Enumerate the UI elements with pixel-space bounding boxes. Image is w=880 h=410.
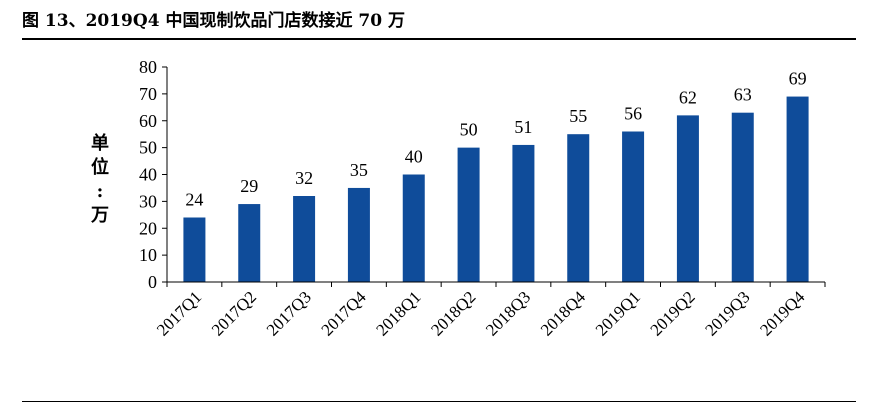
data-label-2018Q3: 51 (514, 117, 532, 137)
title-rule (22, 38, 856, 40)
bottom-rule (22, 401, 856, 402)
x-tick-label-2017Q1: 2017Q1 (153, 287, 205, 339)
data-labels: 24 29 32 35 40 50 51 55 56 62 63 69 (185, 69, 806, 210)
y-tick-label: 10 (139, 245, 157, 265)
y-axis-label-char: 位 (91, 156, 109, 178)
data-label-2019Q1: 56 (624, 104, 642, 124)
x-tick-label-2018Q4: 2018Q4 (537, 287, 590, 340)
data-label-2017Q1: 24 (185, 190, 203, 210)
y-tick-label: 70 (139, 84, 157, 104)
bars (183, 96, 809, 282)
x-tick-label-2018Q2: 2018Q2 (427, 287, 479, 339)
data-label-2019Q4: 69 (789, 69, 807, 89)
x-tick-label-2019Q4: 2019Q4 (756, 287, 809, 340)
y-tick-label: 30 (139, 191, 157, 211)
y-axis-label: 单位: 万 (90, 132, 109, 226)
y-axis: 0 10 20 30 40 50 60 70 80 (139, 57, 168, 292)
bar-2017Q4 (347, 187, 370, 282)
bar-2018Q3 (512, 144, 535, 282)
bar-2017Q2 (238, 204, 261, 282)
data-label-2018Q2: 50 (460, 120, 478, 140)
bar-2017Q1 (183, 217, 206, 282)
y-tick-label: 60 (139, 111, 157, 131)
x-axis: 2017Q1 2017Q2 2017Q3 2017Q4 2018Q1 2018Q2 2018… (153, 281, 826, 340)
x-tick-label-2019Q3: 2019Q3 (701, 287, 753, 339)
bar-2017Q3 (293, 196, 316, 282)
y-tick-label: 50 (139, 138, 157, 158)
x-tick-label-2017Q2: 2017Q2 (208, 287, 260, 339)
bar-2019Q3 (731, 112, 754, 282)
x-tick-label-2017Q4: 2017Q4 (318, 287, 371, 340)
bar-2018Q1 (402, 174, 425, 282)
data-label-2017Q3: 32 (295, 168, 313, 188)
y-tick-label: 20 (139, 218, 157, 238)
y-tick-label: 40 (139, 165, 157, 185)
y-axis-label-char: 万 (90, 205, 109, 226)
x-tick-label-2018Q3: 2018Q3 (482, 287, 534, 339)
y-tick-label: 0 (148, 272, 157, 292)
bar-2018Q2 (457, 147, 480, 282)
data-label-2017Q4: 35 (350, 160, 368, 180)
x-tick-label-2017Q3: 2017Q3 (263, 287, 315, 339)
figure-title: 图 13、2019Q4 中国现制饮品门店数接近 70 万 (22, 11, 405, 31)
data-label-2018Q4: 55 (569, 106, 587, 126)
bar-2019Q1 (622, 131, 645, 282)
data-label-2018Q1: 40 (405, 147, 423, 167)
bar-2018Q4 (567, 134, 590, 282)
y-tick-label: 80 (139, 57, 157, 77)
data-label-2019Q2: 62 (679, 87, 697, 107)
data-label-2019Q3: 63 (734, 85, 752, 105)
x-tick-label-2018Q1: 2018Q1 (372, 287, 424, 339)
bar-2019Q4 (786, 96, 809, 282)
data-label-2017Q2: 29 (240, 176, 258, 196)
y-axis-label-char: 单 (91, 132, 109, 154)
x-tick-label-2019Q1: 2019Q1 (592, 287, 644, 339)
bar-2019Q2 (676, 115, 699, 282)
y-axis-label-char: : (97, 181, 104, 202)
x-tick-label-2019Q2: 2019Q2 (647, 287, 699, 339)
